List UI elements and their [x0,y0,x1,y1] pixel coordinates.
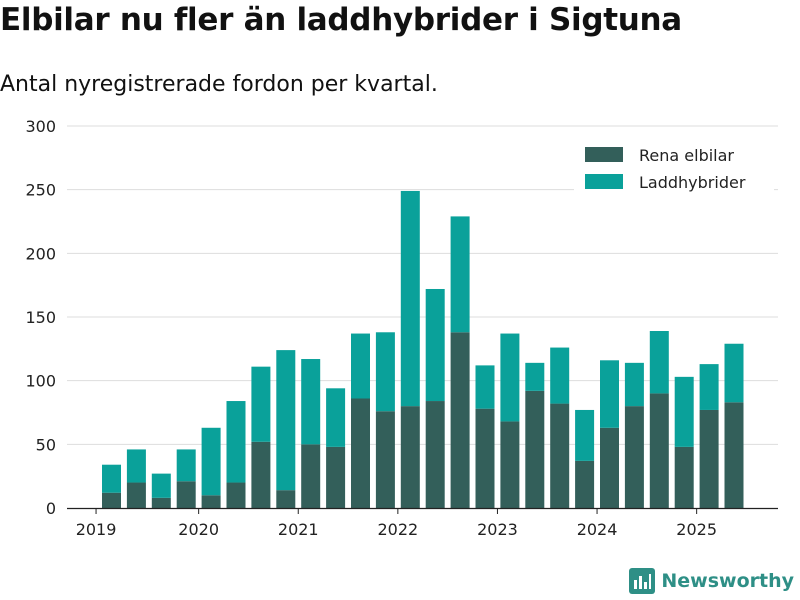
bar-laddhybrider [351,333,370,399]
bar-laddhybrider [126,449,146,483]
legend-label-rena-elbilar: Rena elbilar [639,146,734,165]
legend-swatch-laddhybrider [585,174,623,189]
legend-label-laddhybrider: Laddhybrider [639,173,746,192]
bar-rena-elbilar [226,482,246,508]
bar-rena-elbilar [351,398,370,508]
bar-laddhybrider [624,362,644,407]
x-tick-label: 2024 [577,520,618,539]
bar-rena-elbilar [201,495,221,508]
bar-rena-elbilar [649,393,669,508]
bar-rena-elbilar [575,460,595,508]
bar-rena-elbilar [251,441,271,508]
bar-laddhybrider [724,343,744,403]
bar-rena-elbilar [500,421,520,508]
bar-rena-elbilar [624,406,644,508]
y-tick-label: 100 [25,372,56,391]
bar-laddhybrider [575,409,595,461]
bar-laddhybrider [600,360,619,428]
x-tick-label: 2025 [676,520,717,539]
bar-laddhybrider [674,376,694,447]
bar-laddhybrider [500,333,520,422]
x-tick-label: 2023 [477,520,518,539]
bar-rena-elbilar [475,408,495,508]
bar-chart-logo-icon [629,568,656,594]
bar-laddhybrider [102,464,121,493]
brand-footer: Newsworthy [629,568,794,594]
bar-laddhybrider [375,332,395,412]
bar-laddhybrider [425,288,445,402]
bar-rena-elbilar [425,401,445,508]
y-tick-label: 50 [36,435,56,454]
bar-laddhybrider [450,216,470,333]
bar-rena-elbilar [699,409,719,508]
bar-rena-elbilar [151,497,171,508]
bar-rena-elbilar [301,444,321,508]
bar-rena-elbilar [326,446,346,508]
chart-subtitle: Antal nyregistrerade fordon per kvartal. [0,72,438,97]
y-tick-label: 150 [25,308,56,327]
bar-laddhybrider [276,350,296,491]
x-tick-label: 2020 [178,520,219,539]
y-tick-label: 300 [25,117,56,136]
x-tick-label: 2022 [377,520,418,539]
bar-laddhybrider [326,388,346,447]
bar-rena-elbilar [600,427,619,508]
bar-laddhybrider [176,449,196,482]
y-tick-label: 250 [25,181,56,200]
brand-name: Newsworthy [661,570,794,592]
bar-rena-elbilar [126,482,146,508]
bar-laddhybrider [550,347,570,404]
bar-rena-elbilar [525,390,545,508]
bar-laddhybrider [226,401,246,483]
bar-laddhybrider [699,364,719,410]
y-tick-label: 200 [25,244,56,263]
bar-rena-elbilar [375,411,395,508]
chart-title: Elbilar nu fler än laddhybrider i Sigtun… [0,2,682,38]
y-tick-label: 0 [46,499,56,518]
bar-rena-elbilar [102,492,121,508]
bar-laddhybrider [475,365,495,409]
bar-laddhybrider [301,359,321,445]
bar-rena-elbilar [176,481,196,508]
bar-rena-elbilar [276,490,296,508]
bar-laddhybrider [649,331,669,394]
bar-rena-elbilar [550,403,570,508]
bar-rena-elbilar [400,406,420,508]
x-tick-label: 2021 [278,520,319,539]
bar-laddhybrider [201,427,221,496]
bar-laddhybrider [151,473,171,498]
bar-rena-elbilar [724,402,744,508]
bar-rena-elbilar [674,446,694,508]
bar-laddhybrider [251,366,271,442]
bar-rena-elbilar [450,332,470,508]
legend-swatch-rena-elbilar [585,147,623,162]
x-tick-label: 2019 [76,520,117,539]
bar-laddhybrider [400,190,420,407]
bar-laddhybrider [525,362,545,391]
